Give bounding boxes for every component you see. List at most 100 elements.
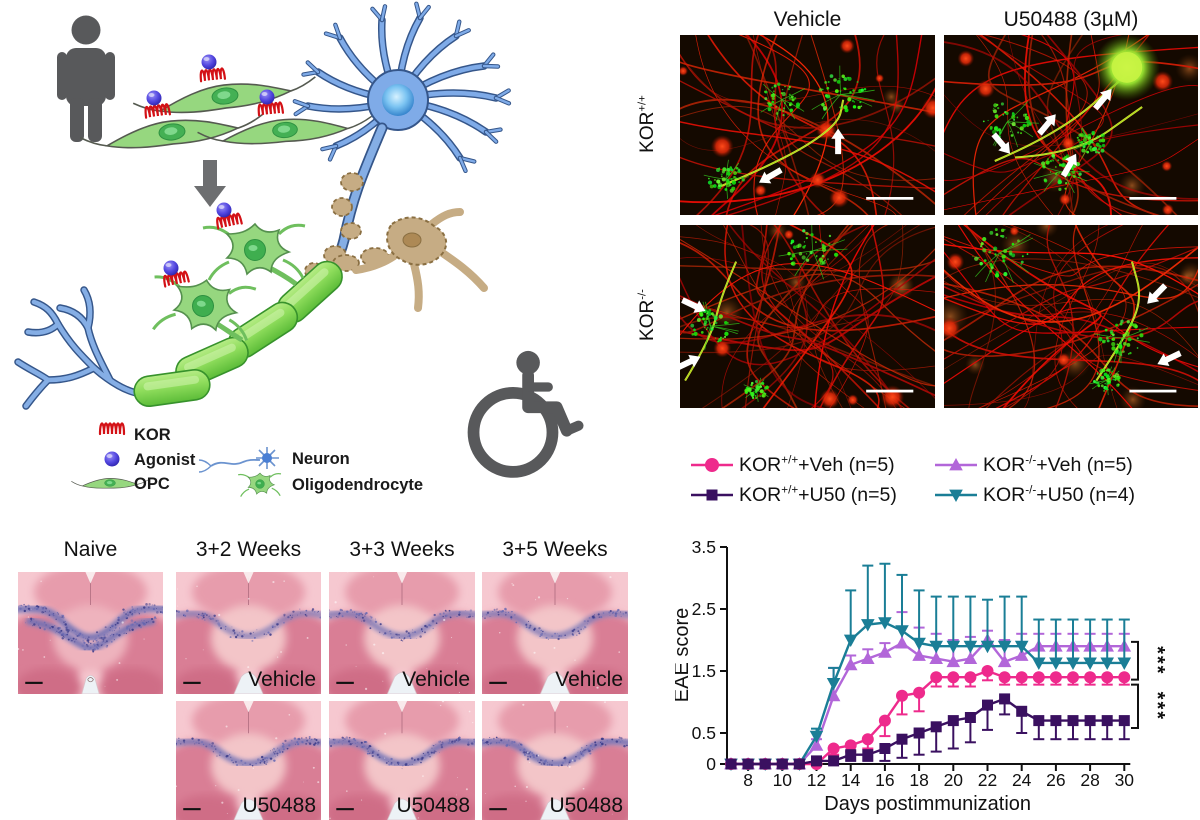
person-icon <box>57 15 115 142</box>
svg-text:16: 16 <box>875 770 894 790</box>
significance-bracket <box>1131 640 1139 681</box>
green-cluster <box>811 65 875 120</box>
histo-label: Vehicle <box>402 668 470 691</box>
arrow-icon <box>681 297 706 313</box>
scale-bar <box>866 389 914 393</box>
legend-label-kor: KOR <box>134 426 171 444</box>
svg-text:20: 20 <box>944 770 964 790</box>
dying-oligodendrocyte <box>352 208 488 312</box>
scale-bar <box>336 808 354 811</box>
scale-bar <box>1129 197 1177 200</box>
micrograph-ko-vehicle <box>680 225 935 408</box>
oligodendrocytes <box>145 202 307 345</box>
svg-text:3.5: 3.5 <box>692 537 716 557</box>
svg-text:18: 18 <box>909 770 928 790</box>
green-cluster <box>690 301 740 351</box>
fluor-row-label-kor-ko: KOR-/- <box>636 289 658 341</box>
neuron-cell <box>292 1 512 174</box>
legend-entry-wt-u50: KOR+/++U50 (n=5) <box>689 482 897 508</box>
series-marker-icon <box>691 458 733 472</box>
oligodendrocyte-icon <box>237 472 282 498</box>
histology-3-3-vehicle: Vehicle <box>329 572 475 694</box>
green-cluster <box>972 228 1034 283</box>
axon-terminal-branches <box>14 286 146 410</box>
histo-label: Vehicle <box>248 668 316 691</box>
ventricle <box>540 798 570 820</box>
scale-bar <box>25 681 43 684</box>
wheelchair-icon <box>467 350 584 478</box>
svg-text:0: 0 <box>706 754 716 774</box>
green-cluster <box>1093 319 1150 364</box>
scale-bar <box>183 808 201 811</box>
svg-text:0.5: 0.5 <box>692 723 716 743</box>
series-marker-icon <box>935 458 977 471</box>
histology-3-5-u50488: U50488 <box>482 701 628 820</box>
arrow-icon <box>1093 88 1112 111</box>
x-axis-label: Days postimmunization <box>824 793 1031 815</box>
svg-text:1.5: 1.5 <box>692 661 716 681</box>
series-2 <box>724 611 1132 770</box>
ventricle <box>387 798 417 820</box>
ventricle <box>387 672 417 694</box>
green-cluster <box>778 225 848 280</box>
agonist-icon <box>104 451 120 467</box>
ventricle <box>540 672 570 694</box>
histo-label: Vehicle <box>555 668 623 691</box>
red-fibers <box>680 35 935 215</box>
tick-labels: 0 0.5 1.5 2.5 3.5 8 10 12 14 16 18 20 22 24 26 28 30 <box>692 537 1135 790</box>
series-marker-icon <box>935 489 977 502</box>
arrow-icon <box>1157 350 1182 366</box>
kor-receptor-icon <box>98 422 126 436</box>
green-cluster <box>982 100 1039 148</box>
histo-col-title-3-3: 3+3 Weeks <box>349 538 455 561</box>
arrow-icon <box>1060 153 1077 178</box>
svg-text:10: 10 <box>773 770 793 790</box>
y-axis-label: EAE score <box>675 608 693 702</box>
legend-entry-ko-veh: KOR-/-+Veh (n=5) <box>933 452 1133 478</box>
arrow-icon <box>680 354 701 371</box>
arrow-icon <box>991 132 1011 154</box>
red-fibers <box>944 35 1198 215</box>
neuron-icon <box>198 447 279 473</box>
scale-bar <box>489 808 507 811</box>
ventricle <box>233 798 264 820</box>
green-cluster <box>743 377 769 403</box>
histology-3-2-u50488: U50488 <box>176 701 321 820</box>
scale-bar <box>183 681 201 684</box>
histo-col-title-naive: Naive <box>63 538 118 561</box>
svg-text:28: 28 <box>1080 770 1099 790</box>
legend-entry-ko-u50: KOR-/-+U50 (n=4) <box>933 482 1135 508</box>
red-somata <box>680 38 935 208</box>
histo-col-title-3-5: 3+5 Weeks <box>502 538 608 561</box>
histology-3-3-u50488: U50488 <box>329 701 475 820</box>
histo-label: U50488 <box>549 794 623 817</box>
fluor-row-label-kor-wt: KOR+/+ <box>636 95 658 153</box>
significance-bracket <box>1131 683 1139 730</box>
arrow-icon <box>759 167 783 184</box>
fluor-col-title-vehicle: Vehicle <box>773 8 842 31</box>
svg-text:24: 24 <box>1012 770 1032 790</box>
ventricle <box>233 672 264 694</box>
green-cluster <box>1089 366 1121 396</box>
scale-bar <box>489 681 507 684</box>
svg-text:30: 30 <box>1115 770 1135 790</box>
degraded-myelin-debris <box>304 172 488 312</box>
legend-label-neuron: Neuron <box>292 450 350 468</box>
mechanism-diagram: KOR Agonist OPC Neuron Oligodendrocyte <box>14 1 584 498</box>
green-cluster <box>703 159 749 199</box>
significance-stars: *** <box>1146 692 1168 721</box>
red-somata <box>957 50 1174 215</box>
histo-label: U50488 <box>396 794 470 817</box>
svg-text:8: 8 <box>743 770 753 790</box>
red-fibers <box>680 225 935 408</box>
series-1 <box>725 693 1130 770</box>
legend-label-oligodendrocyte: Oligodendrocyte <box>292 476 423 494</box>
micrograph-ko-u50488 <box>944 225 1198 408</box>
arrow-icon <box>1147 283 1168 304</box>
eae-score-chart: KOR+/++Veh (n=5) KOR-/-+Veh (n=5) KOR+/+… <box>675 448 1200 820</box>
histology-3-5-vehicle: Vehicle <box>482 572 628 694</box>
red-somata <box>944 225 1071 368</box>
svg-text:12: 12 <box>807 770 826 790</box>
eae-plot-area: 0 0.5 1.5 2.5 3.5 8 10 12 14 16 18 20 22 24 26 28 30 EAE … <box>675 537 1168 815</box>
diagram-legend: KOR Agonist OPC Neuron Oligodendrocyte <box>71 422 423 498</box>
